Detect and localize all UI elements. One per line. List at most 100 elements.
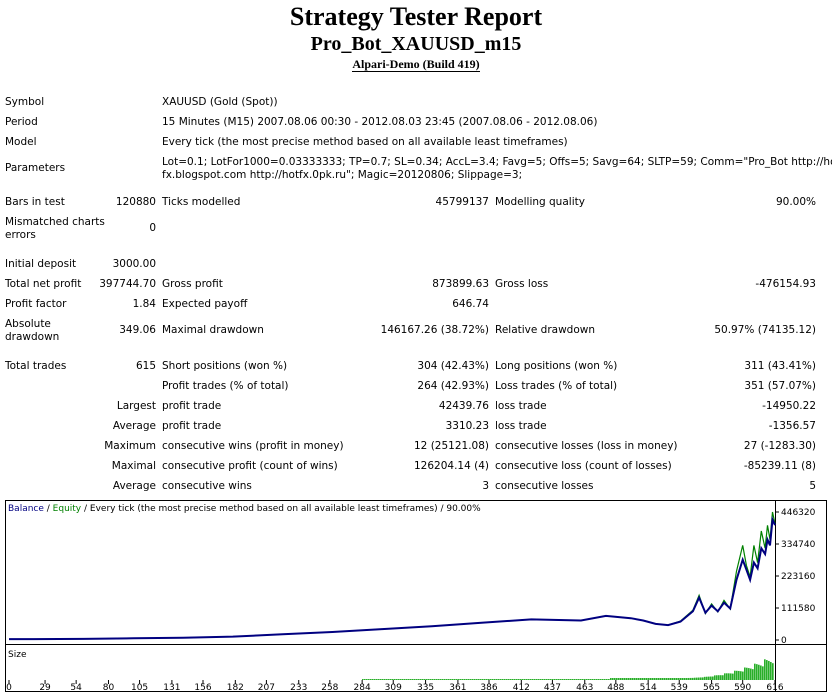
x-tick-label: 258 xyxy=(321,683,338,692)
size-bar xyxy=(386,679,388,680)
period-value: 15 Minutes (M15) 2007.08.06 00:30 - 2012… xyxy=(162,116,598,128)
size-bar xyxy=(760,665,762,680)
size-bar xyxy=(602,679,604,680)
size-bar xyxy=(750,668,752,680)
x-tick-label: 29 xyxy=(39,683,51,692)
x-tick-label: 156 xyxy=(194,683,211,692)
size-bar xyxy=(618,678,620,680)
size-bar xyxy=(476,679,478,680)
size-bar xyxy=(406,679,408,680)
deposit-value: 3000.00 xyxy=(112,258,156,270)
size-bar xyxy=(734,670,736,680)
size-bar xyxy=(612,678,614,680)
size-bar xyxy=(570,679,572,680)
size-bar xyxy=(366,679,368,680)
size-bar xyxy=(510,679,512,680)
size-bar xyxy=(670,678,672,680)
y-tick-label: 446320 xyxy=(781,508,816,518)
size-bar xyxy=(514,679,516,680)
size-bar xyxy=(526,679,528,680)
size-bar xyxy=(460,679,462,680)
mismatch-label-2: errors xyxy=(5,229,36,241)
size-bar xyxy=(578,679,580,680)
size-bar xyxy=(718,675,720,680)
size-bar xyxy=(566,679,568,680)
max-consecutive-wins-value: 12 (25121.08) xyxy=(414,440,489,452)
average-label: Average xyxy=(112,420,156,432)
size-bar xyxy=(706,676,708,680)
average-loss-label: loss trade xyxy=(495,420,547,432)
size-bar xyxy=(664,678,666,680)
size-bar xyxy=(502,679,504,680)
size-bar xyxy=(606,679,608,680)
size-bar xyxy=(378,679,380,680)
size-bar xyxy=(444,679,446,680)
maximum-label: Maximum xyxy=(104,440,156,452)
max-consecutive-losses-label: consecutive losses (loss in money) xyxy=(495,440,678,452)
size-bar xyxy=(550,679,552,680)
size-bar xyxy=(428,679,430,680)
size-bar xyxy=(626,678,628,680)
size-bar xyxy=(470,679,472,680)
size-bar xyxy=(538,679,540,680)
size-bar xyxy=(614,678,616,680)
size-bar xyxy=(432,679,434,680)
report-title: Strategy Tester Report xyxy=(289,2,543,31)
expected-payoff-value: 646.74 xyxy=(452,298,489,310)
size-bar xyxy=(648,678,650,680)
size-bar xyxy=(624,678,626,680)
symbol-value: XAUUSD (Gold (Spot)) xyxy=(162,96,278,108)
size-bar xyxy=(410,679,412,680)
x-tick-label: 309 xyxy=(385,683,402,692)
size-bar xyxy=(742,671,744,680)
size-bar xyxy=(590,679,592,680)
size-label: Size xyxy=(8,650,27,660)
size-bars xyxy=(362,659,774,680)
size-bar xyxy=(424,679,426,680)
size-bar xyxy=(702,677,704,680)
size-bar xyxy=(638,678,640,680)
size-bar xyxy=(478,679,480,680)
size-bar xyxy=(390,679,392,680)
long-positions-label: Long positions (won %) xyxy=(495,360,618,372)
x-axis: 0 29 54 80 105 131 156 182 207 233 258 284 309 335 361… xyxy=(6,680,784,692)
size-bar xyxy=(642,678,644,680)
size-bar xyxy=(728,673,730,680)
x-tick-label: 233 xyxy=(290,683,307,692)
largest-loss-value: -14950.22 xyxy=(762,400,816,412)
size-bar xyxy=(364,679,366,680)
size-bar xyxy=(768,660,770,680)
size-bar xyxy=(492,679,494,680)
size-bar xyxy=(574,679,576,680)
size-bar xyxy=(726,673,728,680)
size-bar xyxy=(598,679,600,680)
period-label: Period xyxy=(5,116,38,128)
size-bar xyxy=(544,679,546,680)
gross-loss-label: Gross loss xyxy=(495,278,549,290)
size-bar xyxy=(616,678,618,680)
chart-legend: Balance / Equity / Every tick (the most … xyxy=(8,504,481,514)
size-bar xyxy=(400,679,402,680)
mismatch-label: Mismatched charts xyxy=(5,216,105,228)
size-bar xyxy=(450,679,452,680)
model-value: Every tick (the most precise method base… xyxy=(162,136,568,148)
loss-trades-label: Loss trades (% of total) xyxy=(495,380,618,392)
size-bar xyxy=(498,679,500,680)
x-tick-label: 335 xyxy=(417,683,434,692)
parameters-line2: fx.blogspot.com http://hotfx.0pk.ru"; Ma… xyxy=(162,169,523,181)
size-bar xyxy=(522,679,524,680)
size-bar xyxy=(416,679,418,680)
ticks-label: Ticks modelled xyxy=(162,196,241,208)
size-bar xyxy=(392,679,394,680)
y-tick-label: 223160 xyxy=(781,572,816,582)
size-bar xyxy=(370,679,372,680)
average-consecutive-wins-label: consecutive wins xyxy=(162,480,252,492)
y-tick-label: 334740 xyxy=(781,540,816,550)
max-consecutive-wins-label: consecutive wins (profit in money) xyxy=(162,440,344,452)
relative-drawdown-label: Relative drawdown xyxy=(495,324,596,336)
size-bar xyxy=(376,679,378,680)
max-drawdown-value: 146167.26 (38.72%) xyxy=(380,324,489,336)
size-bar xyxy=(636,678,638,680)
size-bar xyxy=(708,676,710,680)
size-bar xyxy=(740,671,742,680)
